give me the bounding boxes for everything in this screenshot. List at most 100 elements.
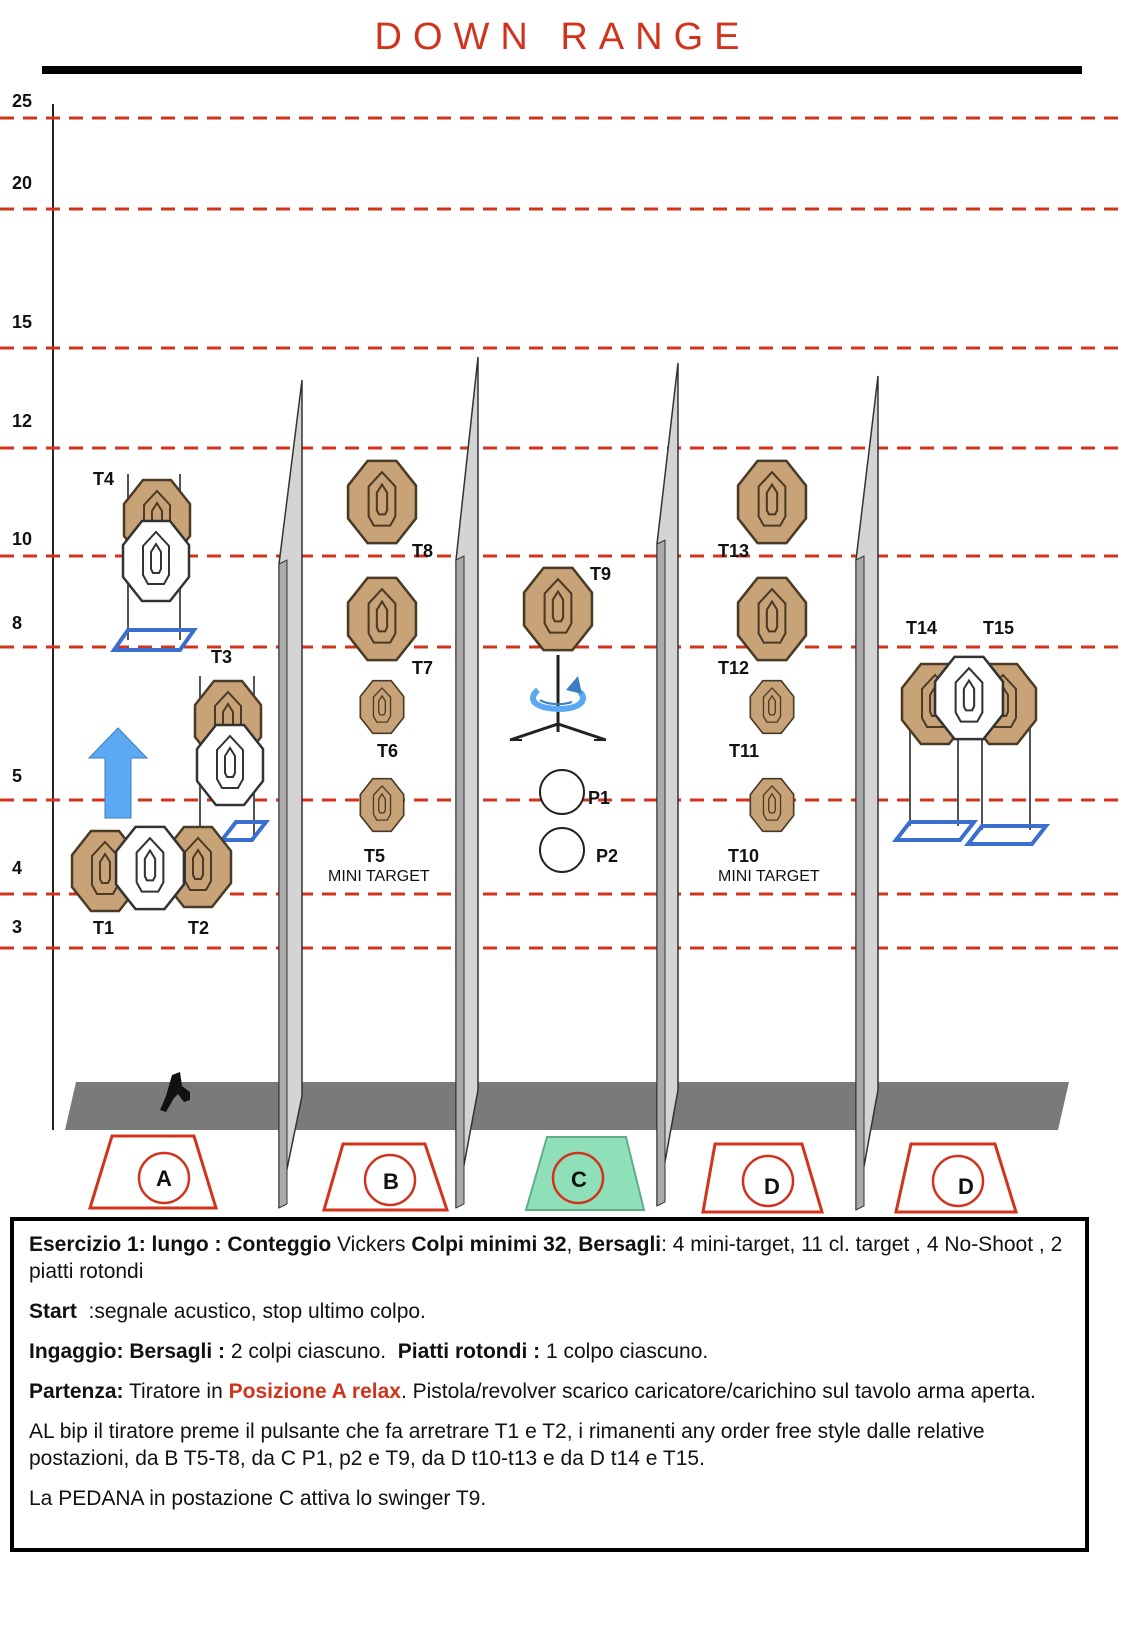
range-top-line	[42, 66, 1082, 74]
brief-targets-label: Bersagli	[578, 1233, 662, 1256]
distance-label: 4	[12, 858, 22, 878]
station-pad	[322, 1142, 450, 1212]
target-label-t7: T7	[412, 658, 433, 678]
brief-start-position-highlight: Posizione A relax	[228, 1380, 401, 1403]
brief-engagement: Ingaggio: Bersagli : 2 colpi ciascuno. P…	[29, 1338, 1070, 1365]
brief-start: Start :segnale acustico, stop ultimo col…	[29, 1298, 1070, 1325]
station-label-d: D	[764, 1174, 780, 1199]
station-d-1[interactable]: D	[701, 1142, 825, 1214]
station-pad	[894, 1142, 1019, 1214]
barrier-wall-edge	[278, 559, 288, 1209]
target-label-t2: T2	[188, 918, 209, 938]
distance-label: 10	[12, 529, 32, 549]
mini-target-label: MINI TARGET	[328, 868, 430, 885]
brief-start-label: Start	[29, 1300, 77, 1323]
noshoot-shape	[114, 825, 186, 911]
round-plate-p1	[539, 769, 585, 815]
distance-label: 8	[12, 613, 22, 633]
barrier-wall-edge	[855, 555, 865, 1211]
target-label-t5: T5	[364, 846, 385, 866]
rotation-arrow-icon	[530, 676, 586, 713]
target-group-t4	[110, 474, 198, 652]
page-title: DOWN RANGE	[374, 16, 751, 58]
swinger-base	[509, 722, 607, 742]
noshoot-shape	[195, 723, 265, 807]
brief-course: Esercizio 1: lungo : Conteggio Vickers C…	[29, 1231, 1070, 1285]
target-label-p2: P2	[596, 846, 618, 866]
target-shape	[346, 576, 418, 662]
mini-target-shape	[359, 777, 405, 833]
station-c[interactable]: C	[524, 1136, 646, 1211]
target-label-t8: T8	[412, 541, 433, 561]
brief-start-position-text: Tiratore in	[129, 1380, 223, 1403]
range-floor	[65, 1082, 1069, 1130]
station-circle	[137, 1151, 191, 1205]
pistol-icon	[160, 1072, 190, 1112]
target-shape	[736, 576, 808, 662]
stand-base	[891, 820, 979, 842]
station-a[interactable]: A	[87, 1134, 219, 1210]
target-group-t14-t15	[891, 655, 1051, 846]
distance-label: 20	[12, 173, 32, 193]
brief-comma: ,	[566, 1233, 573, 1256]
target-label-t6: T6	[377, 741, 398, 761]
shooting-stations: A B C D D	[87, 1134, 1019, 1214]
target-label-t11: T11	[729, 741, 759, 761]
station-pad-active	[524, 1136, 646, 1211]
target-label-t10: T10	[728, 846, 759, 866]
target-group-t1-t2	[70, 825, 233, 913]
mini-target-shape	[749, 679, 795, 735]
target-label-t12: T12	[718, 658, 749, 678]
target-label-t1: T1	[93, 918, 114, 938]
brief-start-position-rest: . Pistola/revolver scarico caricatore/ca…	[400, 1380, 1036, 1403]
brief-plates-text: 1 colpo ciascuno.	[545, 1340, 709, 1363]
target-shape	[522, 566, 594, 652]
noshoot-shape	[121, 519, 191, 603]
brief-procedure: AL bip il tiratore preme il pulsante che…	[29, 1420, 985, 1470]
forward-arrow-icon	[87, 727, 149, 819]
brief-targets-text: : 4 mini-target, 11 cl. target , 4 No-Sh…	[29, 1233, 1063, 1283]
brief-exercise-title: Esercizio 1: lungo : Conteggio	[29, 1233, 332, 1256]
target-label-t9: T9	[590, 564, 611, 584]
barrier-wall-edge	[455, 555, 465, 1209]
distance-label: 5	[12, 766, 22, 786]
station-label-b: B	[383, 1169, 399, 1194]
range-diagram: 25 20 15 12 10 8 5 4 3	[0, 66, 1125, 1214]
target-label-t13: T13	[718, 541, 749, 561]
station-pad	[87, 1134, 219, 1210]
target-label-t14: T14	[906, 618, 937, 638]
noshoot-shape	[933, 655, 1005, 741]
round-plate-p2	[539, 827, 585, 873]
mini-target-label: MINI TARGET	[718, 868, 820, 885]
target-label-t4: T4	[93, 469, 114, 489]
barrier-wall-edge	[656, 539, 666, 1207]
stand-base	[217, 820, 271, 842]
target-shape	[346, 459, 418, 545]
mini-target-shape	[359, 679, 405, 735]
station-label-d: D	[958, 1174, 974, 1199]
brief-scoring: Vickers	[337, 1233, 406, 1256]
distance-label: 15	[12, 312, 32, 332]
target-label-p1: P1	[588, 788, 610, 808]
distance-label: 12	[12, 411, 32, 431]
station-circle	[931, 1154, 985, 1208]
brief-engagement-label: Ingaggio: Bersagli :	[29, 1340, 226, 1363]
swinger-t9	[509, 566, 607, 742]
target-shape	[736, 459, 808, 545]
brief-start-position: Partenza: Tiratore in Posizione A relax.…	[29, 1378, 1070, 1405]
distance-label: 25	[12, 91, 32, 111]
target-group-t3	[193, 676, 271, 842]
target-label-t3: T3	[211, 647, 232, 667]
station-b[interactable]: B	[322, 1142, 450, 1212]
station-d-2[interactable]: D	[894, 1142, 1019, 1214]
stage-briefing: Esercizio 1: lungo : Conteggio Vickers C…	[10, 1217, 1089, 1552]
distance-label: 3	[12, 917, 22, 937]
stand-base	[963, 824, 1051, 846]
brief-start-text: :segnale acustico, stop ultimo colpo.	[88, 1300, 426, 1323]
barrier-walls	[278, 356, 879, 1211]
brief-engagement-text: 2 colpi ciascuno.	[230, 1340, 387, 1363]
target-label-t15: T15	[983, 618, 1014, 638]
brief-start-position-label: Partenza:	[29, 1380, 124, 1403]
brief-min-rounds: Colpi minimi 32	[411, 1233, 567, 1256]
stand-base	[110, 628, 198, 652]
